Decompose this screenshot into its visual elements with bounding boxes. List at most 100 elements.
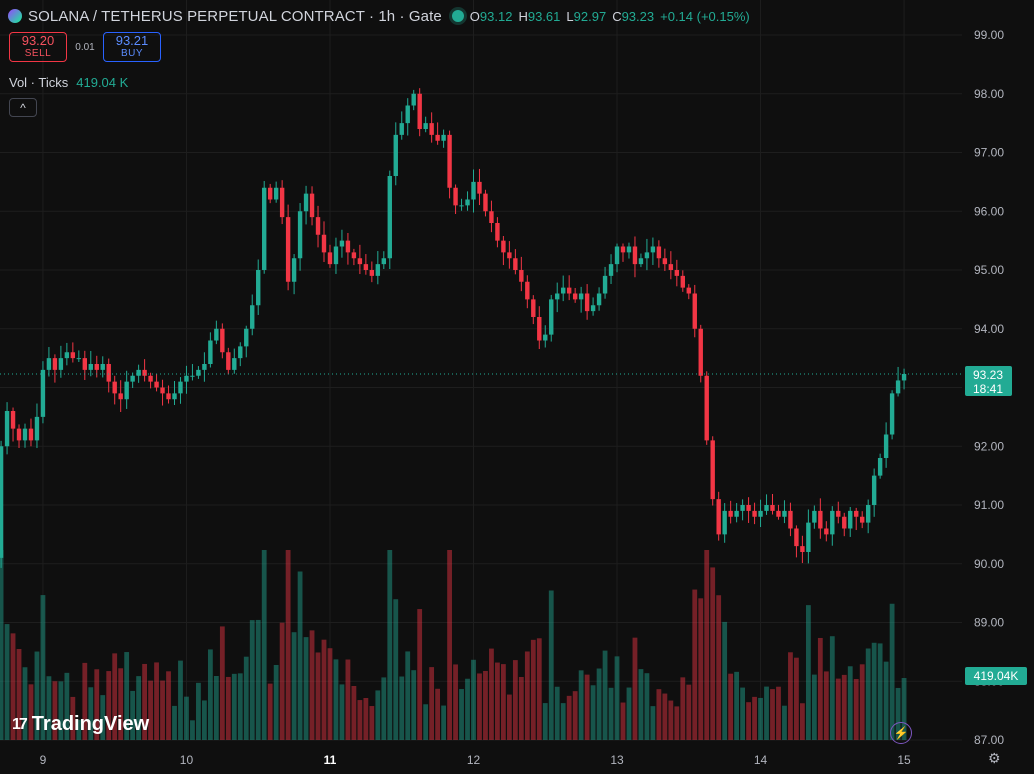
lightning-icon[interactable]: ⚡ <box>890 722 912 744</box>
candle-body <box>740 505 745 511</box>
candle-body <box>800 546 805 552</box>
candle-body <box>477 181 482 194</box>
volume-bar <box>638 669 644 740</box>
candle-body <box>710 440 715 500</box>
candle-body <box>46 358 52 370</box>
buy-button[interactable]: 93.21 BUY <box>103 32 161 62</box>
volume-value: 419.04 K <box>76 75 129 90</box>
candlesticks <box>0 88 907 568</box>
candle-body <box>668 264 674 270</box>
volume-bar <box>381 677 387 740</box>
volume-bar <box>345 659 351 740</box>
volume-bar <box>118 668 124 740</box>
candle-body <box>417 93 422 129</box>
candle-body <box>608 264 614 276</box>
volume-bars <box>0 550 907 740</box>
volume-bar <box>501 664 506 740</box>
volume-bar <box>817 637 823 740</box>
candle-body <box>28 428 34 441</box>
candle-body <box>614 246 620 265</box>
candle-body <box>321 234 327 253</box>
candle-body <box>423 123 428 129</box>
candle-body <box>393 134 398 176</box>
candle-body <box>130 375 135 382</box>
candle-body <box>806 522 811 552</box>
candle-body <box>525 281 530 300</box>
price-tick-label: 89.00 <box>974 616 1004 630</box>
candle-body <box>818 510 823 529</box>
time-tick-label: 9 <box>40 753 47 767</box>
candle-body <box>142 369 147 376</box>
candle-body <box>865 505 871 523</box>
volume-bar <box>339 684 345 740</box>
candle-body <box>722 510 727 535</box>
candle-body <box>501 240 506 253</box>
buy-label: BUY <box>120 48 144 59</box>
volume-bar <box>148 680 153 740</box>
candle-body <box>704 375 709 441</box>
volume-bar <box>865 648 871 740</box>
candle-body <box>489 211 494 223</box>
volume-bar <box>835 678 841 740</box>
candle-body <box>34 416 40 441</box>
candle-body <box>351 252 357 259</box>
candle-body <box>555 293 560 300</box>
candle-body <box>453 187 458 206</box>
candle-body <box>764 505 769 511</box>
volume-bar <box>841 674 847 740</box>
candle-body <box>124 381 129 400</box>
volume-bar <box>542 703 548 740</box>
volume-bar <box>357 700 363 740</box>
candle-body <box>52 358 58 370</box>
candle-body <box>561 287 566 294</box>
volume-bar <box>22 667 28 740</box>
candle-body <box>686 287 691 294</box>
volume-bar <box>243 656 249 740</box>
volume-label: Vol · Ticks <box>9 75 69 90</box>
volume-bar <box>124 652 130 740</box>
volume-bar <box>154 662 159 740</box>
candle-body <box>232 358 237 370</box>
sell-button[interactable]: 93.20 SELL <box>9 32 67 62</box>
candle-body <box>590 305 596 312</box>
candle-body <box>495 223 500 241</box>
candle-body <box>136 369 141 376</box>
candle-body <box>782 510 787 517</box>
volume-bar <box>399 676 405 740</box>
volume-bar <box>297 571 303 740</box>
candle-body <box>196 369 201 376</box>
candle-body <box>572 293 578 300</box>
volume-bar <box>142 663 147 740</box>
candle-body <box>297 211 303 259</box>
volume-bar <box>429 667 435 740</box>
volume-bar <box>752 696 757 740</box>
candle-body <box>178 381 183 394</box>
time-axis[interactable]: 9 10 11 12 13 14 15 <box>40 753 911 767</box>
volume-bar <box>46 676 52 740</box>
candle-body <box>279 187 285 218</box>
volume-bar <box>728 673 734 740</box>
candle-body <box>824 528 829 535</box>
symbol-title[interactable]: SOLANA / TETHERUS PERPETUAL CONTRACT · 1… <box>28 7 442 25</box>
volume-bar <box>106 671 112 740</box>
tradingview-logo[interactable]: 17 TradingView <box>12 713 149 736</box>
candle-body <box>471 181 476 200</box>
candle-body <box>549 299 554 335</box>
candle-body <box>381 258 386 265</box>
candle-body <box>860 516 865 523</box>
volume-bar <box>554 686 560 740</box>
volume-legend[interactable]: Vol · Ticks 419.04 K <box>9 75 128 90</box>
ohlc-values: O93.12 H93.61 L92.97 C93.23 +0.14 (+0.15… <box>469 8 750 24</box>
volume-bar <box>255 619 261 740</box>
collapse-legend-button[interactable]: ^ <box>9 98 37 117</box>
volume-bar <box>267 683 273 740</box>
candle-body <box>698 328 703 376</box>
gear-icon[interactable]: ⚙ <box>988 750 1001 766</box>
candle-body <box>238 346 243 359</box>
candle-body <box>160 387 165 394</box>
time-tick-label: 14 <box>754 753 768 767</box>
volume-bar <box>423 704 429 740</box>
volume-bar <box>184 696 189 740</box>
volume-bar <box>459 689 464 740</box>
